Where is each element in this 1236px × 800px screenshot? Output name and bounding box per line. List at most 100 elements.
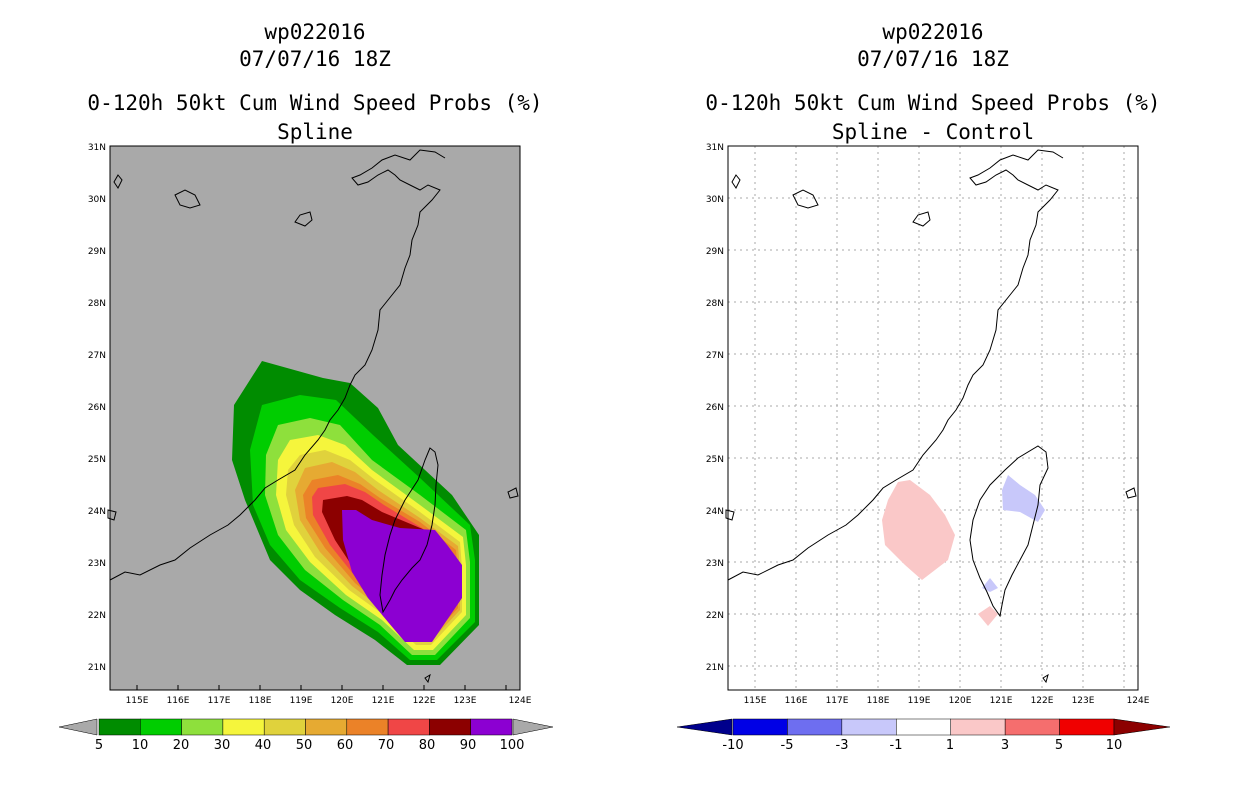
colorbar-label: 100 (500, 738, 525, 753)
lat-label: 25N (706, 455, 724, 465)
right-map-frame (727, 145, 1139, 691)
colorbar-label: 10 (132, 738, 149, 753)
colorbar-label: 90 (460, 738, 477, 753)
lat-label: 26N (706, 403, 724, 413)
lon-label: 122E (413, 696, 436, 706)
probability-contours (232, 361, 479, 665)
lon-label: 124E (509, 696, 532, 706)
colorbar-label: 30 (214, 738, 231, 753)
negative-diff-patch (982, 578, 998, 592)
lon-label: 119E (290, 696, 313, 706)
left-map-frame (109, 145, 521, 691)
right-product-title: 0-120h 50kt Cum Wind Speed Probs (%) (705, 91, 1161, 115)
colorbar-swatch (222, 718, 265, 736)
colorbar-swatch (950, 718, 1006, 736)
colorbar-swatch (98, 718, 141, 736)
right-coastline (725, 149, 1137, 684)
colorbar-swatch (181, 718, 224, 736)
lat-label: 30N (706, 195, 724, 205)
left-colorbar: 5 10 20 30 40 50 60 70 80 90 100 (58, 718, 554, 753)
left-colorbar-over (512, 718, 554, 736)
lon-label: 118E (867, 696, 890, 706)
lon-label: 117E (208, 696, 231, 706)
colorbar-swatch (896, 718, 951, 736)
lat-label: 27N (88, 351, 106, 361)
lon-label: 115E (744, 696, 767, 706)
colorbar-swatch (787, 718, 843, 736)
colorbar-label: 10 (1106, 738, 1123, 753)
colorbar-label: 20 (173, 738, 190, 753)
lat-label: 27N (706, 351, 724, 361)
colorbar-label: 5 (1055, 738, 1063, 753)
left-colorbar-under (58, 718, 98, 736)
colorbar-swatch (305, 718, 348, 736)
lon-label: 119E (908, 696, 931, 706)
lat-label: 21N (706, 663, 724, 673)
colorbar-swatch (470, 718, 513, 736)
colorbar-label: 1 (946, 738, 954, 753)
left-lon-labels: 115E 116E 117E 118E 119E 120E 121E 122E … (126, 696, 532, 706)
lat-label: 22N (88, 611, 106, 621)
lon-label: 123E (454, 696, 477, 706)
right-subtitle: Spline - Control (831, 120, 1035, 144)
lon-label: 121E (372, 696, 395, 706)
colorbar-label: 40 (255, 738, 272, 753)
left-coastline (107, 149, 519, 684)
colorbar-swatch (429, 718, 471, 736)
lon-label: 121E (990, 696, 1013, 706)
colorbar-swatch (140, 718, 182, 736)
colorbar-label: -3 (836, 738, 849, 753)
right-lon-labels: 115E 116E 117E 118E 119E 120E 121E 122E … (744, 696, 1150, 706)
lon-label: 123E (1072, 696, 1095, 706)
colorbar-label: -10 (722, 738, 743, 753)
left-datetime: 07/07/16 18Z (239, 47, 391, 71)
colorbar-label: 70 (378, 738, 395, 753)
contour-90-100 (342, 510, 462, 642)
colorbar-swatch (1004, 718, 1060, 736)
colorbar-label: -5 (781, 738, 794, 753)
left-tick-marks (136, 685, 507, 690)
colorbar-swatch (387, 718, 430, 736)
lon-label: 118E (249, 696, 272, 706)
lat-label: 28N (88, 299, 106, 309)
right-map-panel: 115E 116E 117E 118E 119E 120E 121E 122E … (676, 143, 1171, 753)
left-taiwan-outline (379, 447, 439, 614)
right-lat-labels: 31N 30N 29N 28N 27N 26N 25N 24N 23N 22N … (706, 143, 724, 673)
colorbar-label: 3 (1001, 738, 1009, 753)
positive-diff-patch (882, 480, 955, 580)
lat-label: 28N (706, 299, 724, 309)
lat-label: 29N (706, 247, 724, 257)
colorbar-swatch (346, 718, 389, 736)
lon-label: 117E (826, 696, 849, 706)
difference-patches (882, 475, 1045, 626)
lat-label: 31N (88, 143, 106, 153)
colorbar-label: 80 (419, 738, 436, 753)
colorbar-swatch (1059, 718, 1115, 736)
lat-label: 30N (88, 195, 106, 205)
positive-diff-patch (978, 606, 998, 626)
lat-label: 23N (88, 559, 106, 569)
lat-label: 29N (88, 247, 106, 257)
right-storm-id: wp022016 (882, 20, 984, 44)
lon-label: 116E (167, 696, 190, 706)
colorbar-label: -1 (890, 738, 903, 753)
right-colorbar-over (1113, 718, 1171, 736)
colorbar-label: 50 (296, 738, 313, 753)
right-colorbar: -10 -5 -3 -1 1 3 5 10 (676, 718, 1171, 753)
lat-label: 26N (88, 403, 106, 413)
lon-label: 122E (1031, 696, 1054, 706)
lon-label: 120E (331, 696, 354, 706)
colorbar-swatch (732, 718, 788, 736)
lat-label: 31N (706, 143, 724, 153)
right-colorbar-under (676, 718, 733, 736)
colorbar-swatch (263, 718, 306, 736)
lat-label: 24N (88, 507, 106, 517)
left-map-panel: 115E 116E 117E 118E 119E 120E 121E 122E … (58, 143, 554, 753)
lon-label: 115E (126, 696, 149, 706)
colorbar-label: 60 (337, 738, 354, 753)
left-lat-labels: 31N 30N 29N 28N 27N 26N 25N 24N 23N 22N … (88, 143, 106, 673)
right-datetime: 07/07/16 18Z (857, 47, 1009, 71)
colorbar-swatch (841, 718, 897, 736)
lon-label: 120E (949, 696, 972, 706)
negative-diff-patch (1002, 475, 1045, 522)
